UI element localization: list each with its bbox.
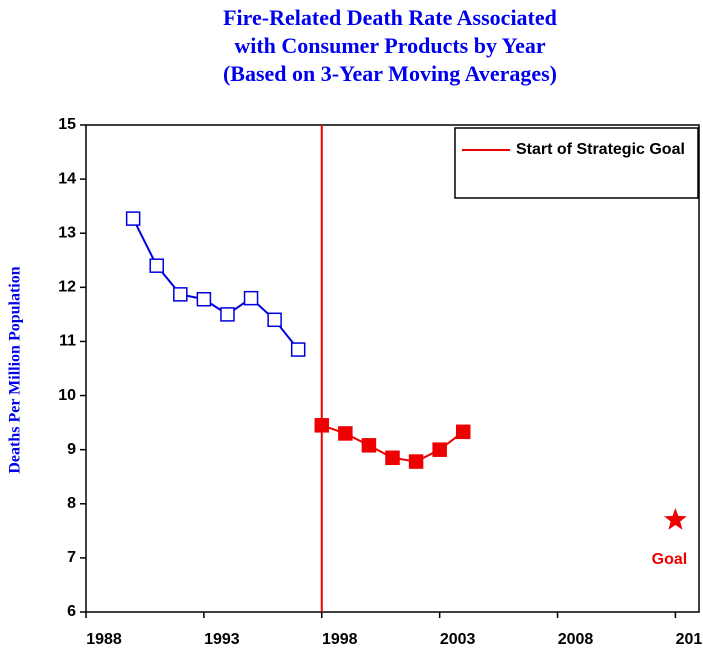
marker [243,290,259,306]
y-axis-label: Deaths Per Million Population [7,266,24,473]
y-tick-label: 12 [58,279,76,296]
x-tick-label: 2013 [676,631,703,648]
marker [408,454,424,469]
legend-label: Start of Strategic Goal [516,141,685,158]
y-tick-label: 8 [67,495,76,512]
y-tick-label: 9 [67,441,76,458]
chart-title: with Consumer Products by Year [234,33,546,58]
x-tick-label: 1998 [322,631,358,648]
y-tick-label: 10 [58,387,76,404]
marker [220,307,235,322]
x-tick-label: 2008 [558,631,594,648]
goal-star [664,508,687,530]
marker [196,291,212,307]
marker [314,418,330,433]
marker [432,442,447,457]
x-tick-label: 1993 [204,631,240,648]
marker [173,287,188,302]
series-line [132,218,299,351]
y-tick-label: 13 [58,224,76,241]
y-tick-label: 14 [58,170,76,187]
goal-label: Goal [652,551,688,568]
chart-title: Fire-Related Death Rate Associated [223,5,557,30]
marker [290,342,306,357]
y-tick-label: 6 [67,603,76,620]
marker [455,424,471,440]
marker [361,438,377,453]
marker [338,426,353,441]
y-tick-label: 11 [59,333,76,350]
marker [125,211,141,226]
marker [385,450,400,466]
y-tick-label: 15 [58,116,76,133]
y-tick-label: 7 [67,549,76,566]
x-tick-label: 1988 [86,631,122,648]
plot-frame [85,124,700,613]
chart-title: (Based on 3-Year Moving Averages) [223,61,557,86]
marker [149,258,164,273]
x-tick-label: 2003 [440,631,476,648]
marker [267,312,282,328]
legend-box [454,127,699,199]
